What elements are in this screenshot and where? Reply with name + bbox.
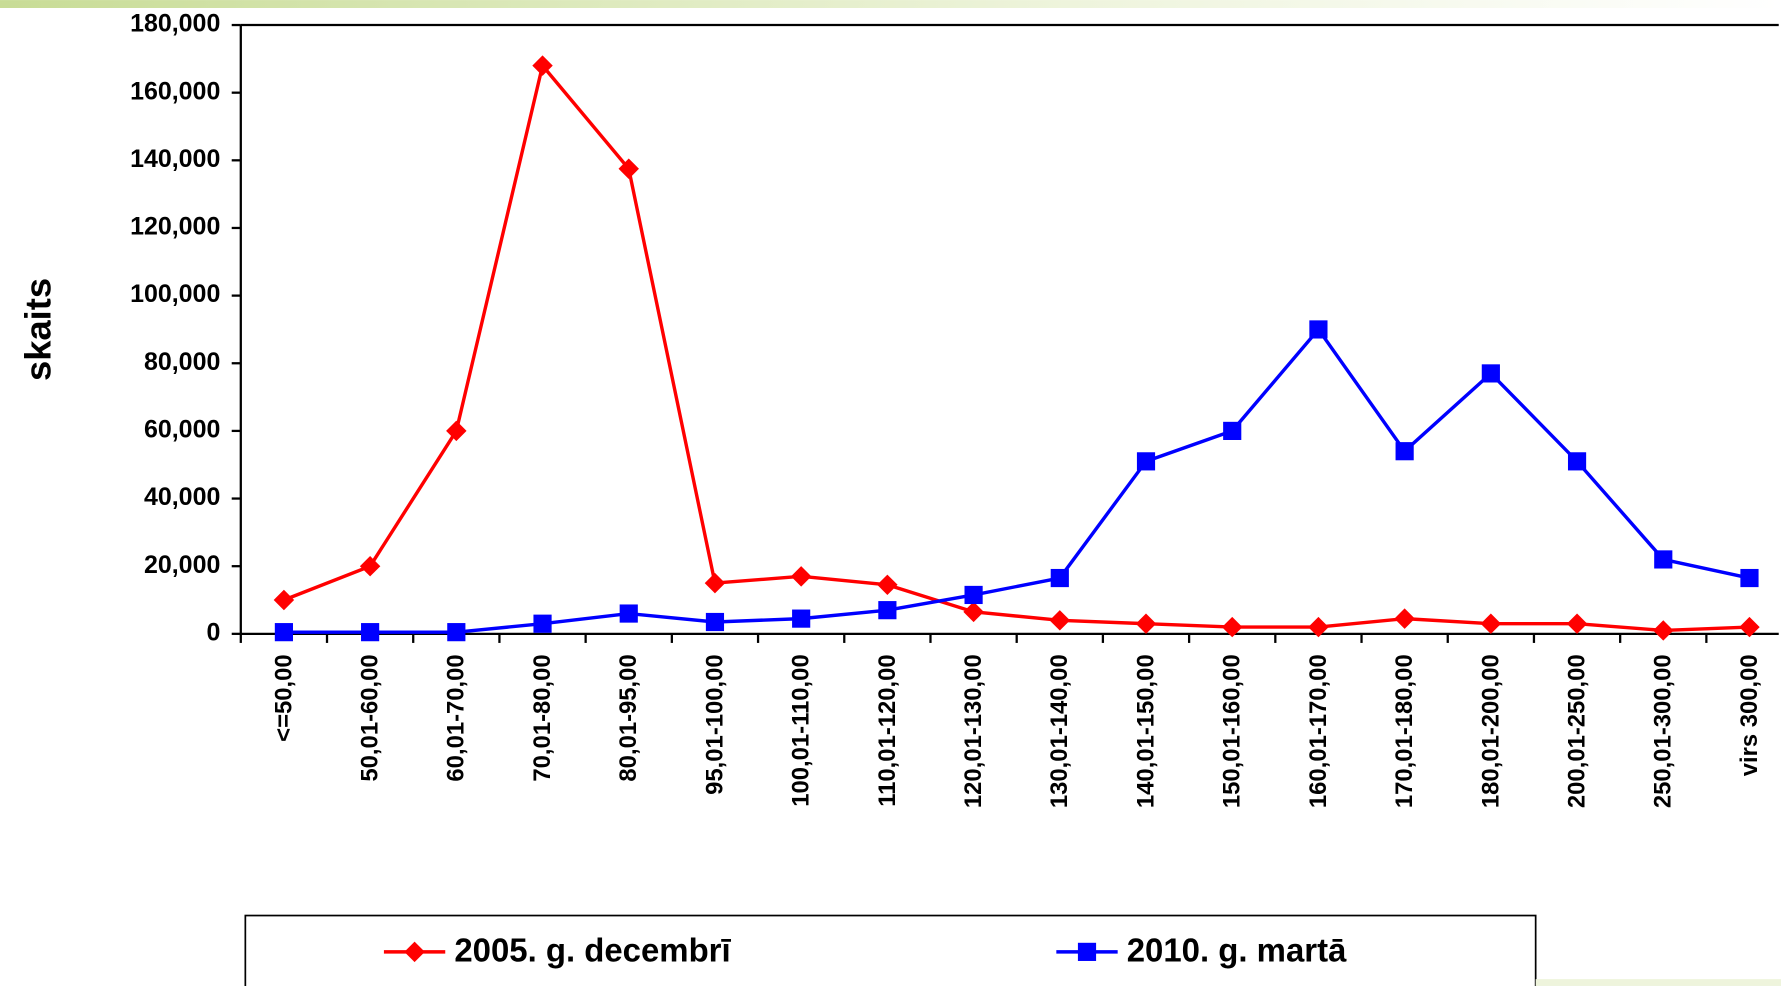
point [1136,452,1156,471]
x-tick-label: 120,01-130,00 [960,654,987,808]
bottom-band [1535,979,1781,986]
y-axis-label: skaits [17,278,58,381]
point [964,585,983,605]
point [446,420,467,442]
point [1049,610,1071,631]
x-tick-label: 180,01-200,00 [1477,654,1504,808]
y-tick-label: 160,000 [130,77,220,105]
y-tick-label: 100,000 [130,280,220,308]
x-tick-label: 110,01-120,00 [874,654,901,806]
point [1653,620,1674,641]
legend-box [244,914,1537,986]
x-tick-label: 95,01-100,00 [701,654,728,795]
point [1566,613,1588,634]
point [1567,452,1587,471]
x-tick-label: 70,01-80,00 [529,654,556,781]
point [1481,364,1500,383]
point [361,623,380,642]
legend-label: 2005. g. decembrī [454,932,731,969]
legend-marker [404,941,425,963]
point [1050,568,1069,588]
point [1654,550,1673,569]
y-tick-label: 140,000 [130,145,220,173]
legend-marker [1077,942,1097,961]
point [1480,613,1502,634]
point [790,566,812,587]
point [273,589,295,611]
top-band [0,0,1781,8]
x-tick-label: 100,01-110,00 [788,654,815,806]
y-tick-label: 0 [206,618,220,646]
x-tick-label: virs 300,00 [1736,654,1763,776]
x-tick-label: 140,01-150,00 [1132,654,1159,808]
legend-label: 2010. g. martā [1127,932,1347,969]
x-tick-label: 130,01-140,00 [1046,654,1073,808]
point [1739,616,1760,638]
x-tick-label: 50,01-60,00 [357,654,384,781]
x-tick-label: 80,01-95,00 [615,654,642,781]
y-tick-label: 80,000 [144,348,220,376]
point [963,601,984,623]
point [1740,568,1759,588]
x-tick-label: 170,01-180,00 [1391,654,1418,808]
point [1223,421,1242,440]
y-tick-label: 120,000 [130,213,220,241]
y-tick-label: 180,000 [130,10,220,38]
point [704,572,726,594]
y-tick-label: 40,000 [144,483,220,511]
x-tick-label: 160,01-170,00 [1305,654,1332,808]
point [359,555,381,577]
point [1395,442,1414,461]
x-tick-label: 250,01-300,00 [1650,654,1677,808]
point [1309,320,1328,339]
point [274,623,293,642]
y-tick-label: 20,000 [144,551,220,579]
point [705,612,725,632]
point [447,623,466,642]
x-tick-label: 150,01-160,00 [1219,654,1246,808]
point [533,614,552,633]
point [878,601,897,620]
point [1308,616,1329,638]
point [532,55,553,76]
point [877,574,898,596]
point [1135,613,1157,634]
point [1221,616,1243,638]
x-tick-label: <=50,00 [270,654,297,742]
y-tick-label: 60,000 [144,416,220,444]
point [619,604,638,623]
x-tick-label: 60,01-70,00 [443,654,470,781]
series-line [283,61,1750,633]
x-tick-label: 200,01-250,00 [1563,654,1590,808]
series-line [283,326,1750,634]
point [792,609,811,628]
point [1394,608,1415,629]
